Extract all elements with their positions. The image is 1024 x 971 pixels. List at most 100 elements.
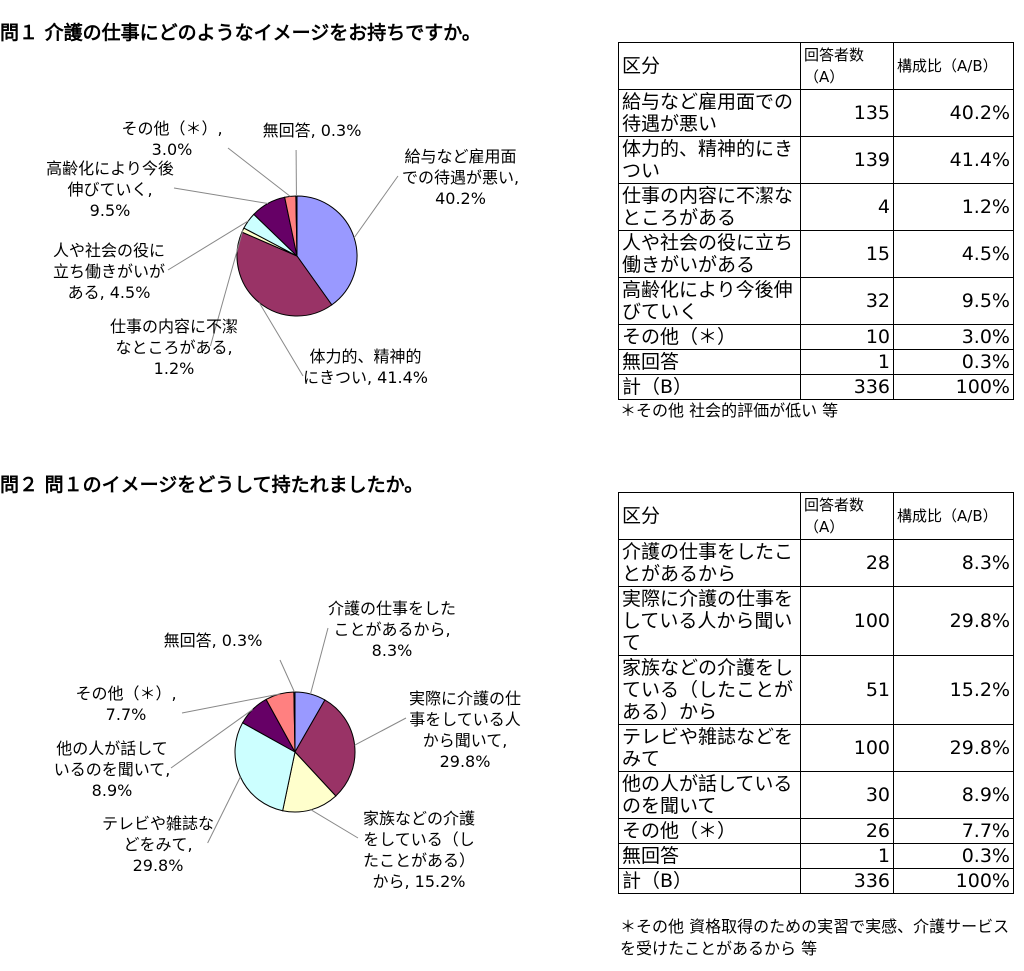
table-cell: 実際に介護の仕事をしている人から聞いて (618, 586, 801, 656)
table-row: 給与など雇用面での待遇が悪い 135 40.2% (618, 89, 1014, 137)
table-cell: 計（B） (618, 374, 801, 400)
table-cell: 介護の仕事をしたことがあるから (618, 539, 801, 587)
pie-slice (295, 195, 298, 257)
slice-label: テレビや雑誌などをみて, 29.8% (101, 814, 214, 875)
leader-line (167, 220, 249, 271)
table-cell: 139 (800, 136, 894, 184)
table-row: 他の人が話しているのを聞いて 30 8.9% (618, 771, 1014, 819)
table-cell: テレビや雑誌などをみて (618, 724, 801, 772)
table-row: 人や社会の役に立ち働きがいがある 15 4.5% (618, 230, 1014, 278)
table-cell: 40.2% (893, 89, 1014, 137)
data-table: 区分 回答者数（A） 構成比（A/B） 介護の仕事をしたことがあるから 28 8.3% 実際… (618, 492, 1014, 894)
table-cell: 336 (800, 868, 894, 894)
leader-line (310, 809, 359, 839)
section-title: 問１ 介護の仕事にどのようなイメージをお持ちですか。 (0, 22, 481, 44)
table-cell: 3.0% (893, 324, 1014, 350)
slice-label: 無回答, 0.3% (262, 121, 362, 140)
leader-line (181, 693, 280, 714)
table-cell: 無回答 (618, 843, 801, 869)
pie-slice (282, 750, 337, 813)
table-cell: 無回答 (618, 349, 801, 375)
table-cell: 8.9% (893, 771, 1014, 819)
table-row: 高齢化により今後伸びていく 32 9.5% (618, 277, 1014, 325)
slice-label: 介護の仕事をしたことがあるから, 8.3% (328, 599, 457, 660)
table-cell: 135 (800, 89, 894, 137)
header-cell: 回答者数（A） (800, 42, 894, 90)
table-row: 無回答 1 0.3% (618, 843, 1014, 869)
leader-line (309, 627, 329, 695)
table-cell: 4.5% (893, 230, 1014, 278)
table-row: その他（＊） 26 7.7% (618, 818, 1014, 844)
table-cell: 51 (800, 655, 894, 725)
slice-label: 高齢化により今後伸びていく, 9.5% (46, 159, 174, 220)
leader-line (279, 659, 295, 693)
table-cell: 336 (800, 374, 894, 400)
table-cell: 7.7% (893, 818, 1014, 844)
header-row: 区分 回答者数（A） 構成比（A/B） (618, 42, 1014, 90)
data-table: 区分 回答者数（A） 構成比（A/B） 給与など雇用面での待遇が悪い 135 40.2% 体… (618, 42, 1014, 400)
table-row: 実際に介護の仕事をしている人から聞いて 100 29.8% (618, 586, 1014, 656)
table-row: 計（B） 336 100% (618, 868, 1014, 894)
table-cell: 高齢化により今後伸びていく (618, 277, 801, 325)
table-row: 家族などの介護をしている（したことがある）から 51 15.2% (618, 655, 1014, 725)
header-cell: 構成比（A/B） (893, 42, 1014, 90)
header-cell: 区分 (618, 492, 801, 540)
slice-label: 実際に介護の仕事をしている人から聞いて, 29.8% (408, 689, 521, 771)
table-row: テレビや雑誌などをみて 100 29.8% (618, 724, 1014, 772)
table-cell: 1.2% (893, 183, 1014, 231)
table-cell: 計（B） (618, 868, 801, 894)
table-cell: 0.3% (893, 349, 1014, 375)
table-note: ＊その他 資格取得のための実習で実感、介護サービスを受けたことがあるから 等 (620, 917, 1010, 958)
table-cell: 9.5% (893, 277, 1014, 325)
table-cell: 1 (800, 843, 894, 869)
leader-line (258, 302, 304, 377)
table-note: ＊その他 社会的評価が低い 等 (620, 401, 839, 420)
table-row: 体力的、精神的にきつい 139 41.4% (618, 136, 1014, 184)
slice-label: 人や社会の役に立ち働きがいがある, 4.5% (52, 241, 165, 302)
slice-label: 無回答, 0.3% (163, 631, 263, 650)
leader-line (170, 709, 253, 769)
pie-slice (294, 699, 356, 797)
slice-label: 体力的、精神的にきつい, 41.4% (303, 347, 429, 387)
table-cell: 15.2% (893, 655, 1014, 725)
table-row: 介護の仕事をしたことがあるから 28 8.3% (618, 539, 1014, 587)
table-cell: 100% (893, 868, 1014, 894)
table-cell: 15 (800, 230, 894, 278)
table-cell: 仕事の内容に不潔なところがある (618, 183, 801, 231)
slice-label: その他（＊）, 3.0% (121, 119, 223, 159)
header-row: 区分 回答者数（A） 構成比（A/B） (618, 492, 1014, 540)
table-cell: 29.8% (893, 586, 1014, 656)
table-cell: 家族などの介護をしている（したことがある）から (618, 655, 801, 725)
table-row: 仕事の内容に不潔なところがある 4 1.2% (618, 183, 1014, 231)
table-cell: 0.3% (893, 843, 1014, 869)
table-cell: 29.8% (893, 724, 1014, 772)
table-cell: 8.3% (893, 539, 1014, 587)
table-cell: 人や社会の役に立ち働きがいがある (618, 230, 801, 278)
table-cell: 41.4% (893, 136, 1014, 184)
table-cell: 体力的、精神的にきつい (618, 136, 801, 184)
slice-label: 家族などの介護をしている（したことがある）から, 15.2% (362, 809, 475, 891)
table-row: 計（B） 336 100% (618, 374, 1014, 400)
slice-label: 仕事の内容に不潔なところがある, 1.2% (109, 317, 238, 378)
table-cell: その他（＊） (618, 818, 801, 844)
header-cell: 構成比（A/B） (893, 492, 1014, 540)
table-row: 無回答 1 0.3% (618, 349, 1014, 375)
table-cell: 1 (800, 349, 894, 375)
section-title: 問２ 問１のイメージをどうして持たれましたか。 (0, 474, 424, 496)
table-row: その他（＊） 10 3.0% (618, 324, 1014, 350)
table-cell: 10 (800, 324, 894, 350)
header-cell: 区分 (618, 42, 801, 90)
table-cell: 28 (800, 539, 894, 587)
table-cell: その他（＊） (618, 324, 801, 350)
slice-label: 給与など雇用面での待遇が悪い, 40.2% (401, 147, 520, 208)
leader-line (227, 147, 291, 197)
slice-label: 他の人が話しているのを聞いて, 8.9% (53, 739, 171, 800)
table-cell: 26 (800, 818, 894, 844)
leader-line (209, 229, 244, 347)
leader-line (207, 776, 241, 844)
header-cell: 回答者数（A） (800, 492, 894, 540)
leader-line (353, 175, 399, 239)
pie-slice (293, 691, 296, 753)
